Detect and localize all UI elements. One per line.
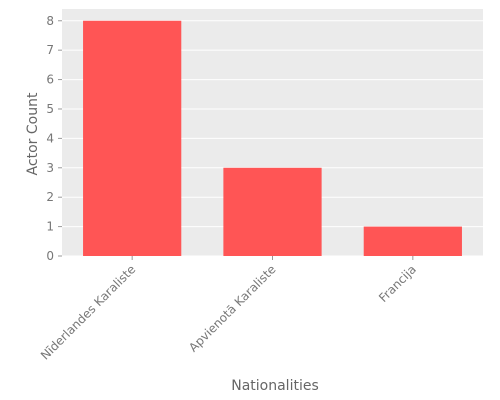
y-tick-label: 7: [46, 43, 54, 57]
y-tick-label: 5: [46, 102, 54, 116]
bar: [223, 167, 322, 256]
y-tick-label: 3: [46, 161, 54, 175]
bar: [83, 20, 182, 257]
y-tick-label: 4: [46, 131, 54, 145]
x-axis-ticks: Nīderlandes Karaliste Apvienotā Karaliste…: [38, 256, 419, 363]
y-tick-label: 6: [46, 73, 54, 87]
x-axis-label: Nationalities: [231, 378, 319, 394]
y-tick-label: 1: [46, 220, 54, 234]
y-tick-label: 0: [46, 249, 54, 263]
x-tick-label: Francija: [376, 262, 419, 305]
x-tick-label: Apvienotā Karaliste: [186, 262, 278, 354]
bars: [83, 20, 462, 257]
y-tick-label: 8: [46, 14, 54, 28]
y-axis-ticks: 0 1 2 3 4 5 6 7 8: [46, 14, 62, 263]
y-axis-label: Actor Count: [25, 92, 41, 175]
x-tick-label: Nīderlandes Karaliste: [38, 262, 138, 362]
y-tick-label: 2: [46, 190, 54, 204]
bar: [363, 226, 462, 256]
